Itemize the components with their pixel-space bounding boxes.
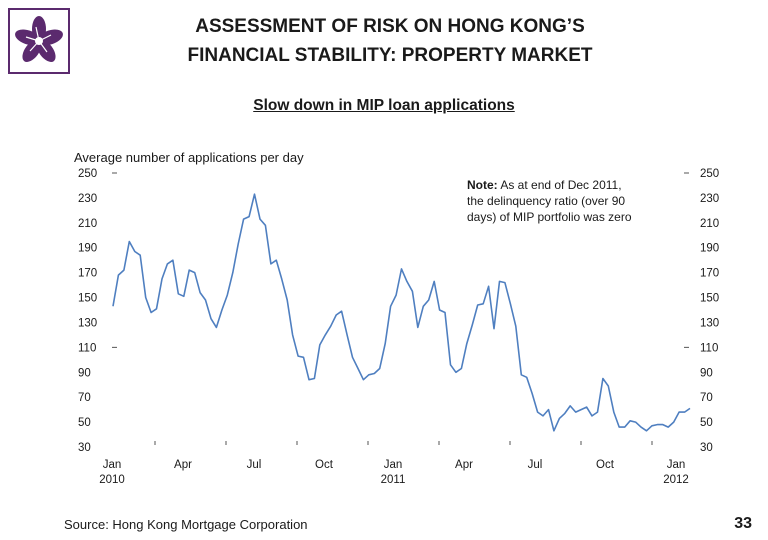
x-tick-label: Apr (174, 459, 192, 471)
y-tick-label-left: 210 (78, 218, 97, 230)
y-tick-label-left: 50 (78, 417, 91, 429)
y-tick-label-left: 70 (78, 392, 91, 404)
y-tick-label-right: 230 (700, 193, 719, 205)
x-tick-label: Jan (103, 459, 122, 471)
y-tick-label-left: 130 (78, 317, 97, 329)
note-label: Note: (467, 178, 498, 192)
page-title-line2: FINANCIAL STABILITY: PROPERTY MARKET (187, 45, 593, 66)
note-text: As at end of Dec 2011, (498, 178, 622, 192)
y-tick-label-right: 90 (700, 367, 713, 379)
y-tick-label-right: 110 (700, 342, 718, 354)
x-tick-label: Oct (596, 459, 615, 471)
note-line: days) of MIP portfolio was zero (467, 210, 632, 224)
x-tick-label: Oct (315, 459, 334, 471)
x-tick-label: Jul (247, 459, 262, 471)
y-tick-label-left: 170 (78, 268, 97, 280)
y-tick-label-right: 150 (700, 293, 719, 305)
note-text: the delinquency ratio (over 90 (467, 194, 625, 208)
y-tick-label-left: 150 (78, 293, 97, 305)
y-tick-label-right: 170 (700, 268, 719, 280)
page-number: 33 (734, 515, 752, 532)
source-note: Source: Hong Kong Mortgage Corporation (64, 517, 308, 532)
y-tick-label-left: 250 (78, 168, 97, 180)
y-tick-label-left: 30 (78, 442, 91, 454)
y-tick-label-right: 190 (700, 243, 719, 255)
chart-note: Note: As at end of Dec 2011, the delinque… (467, 178, 632, 224)
y-tick-label-left: 230 (78, 193, 97, 205)
bauhinia-flower-icon (15, 16, 63, 63)
chart-subtitle: Slow down in MIP loan applications (253, 97, 515, 114)
note-line: Note: As at end of Dec 2011, (467, 178, 622, 192)
y-axis-title: Average number of applications per day (74, 150, 304, 165)
y-tick-label-right: 250 (700, 168, 719, 180)
page-title-line1: ASSESSMENT OF RISK ON HONG KONG’S (195, 16, 585, 37)
x-tick-label: Jan (384, 459, 403, 471)
y-tick-label-left: 190 (78, 243, 97, 255)
y-tick-label-left: 90 (78, 367, 91, 379)
series-line-mip-applications (112, 193, 691, 432)
note-line: the delinquency ratio (over 90 (467, 194, 625, 208)
x-tick-label: Jan (667, 459, 686, 471)
x-tick-year-label: 2011 (381, 474, 406, 486)
x-tick-year-label: 2012 (663, 474, 689, 486)
x-tick-label: Jul (528, 459, 543, 471)
x-ticks: Jan 2010 Apr Jul Oct Jan 2011 Apr Jul Oct Jan 2012 (99, 441, 689, 486)
y-tick-label-left: 110 (78, 342, 96, 354)
y-tick-label-right: 70 (700, 392, 713, 404)
logo-frame (8, 8, 70, 74)
y-ticks-right: 250 230 210 190 170 150 130 110 90 70 50 30 (684, 168, 719, 454)
x-tick-year-label: 2010 (99, 474, 125, 486)
y-tick-label-right: 210 (700, 218, 719, 230)
y-tick-label-right: 130 (700, 317, 719, 329)
hong-kong-bauhinia-logo (8, 8, 70, 74)
note-text: days) of MIP portfolio was zero (467, 210, 632, 224)
y-tick-label-right: 30 (700, 442, 713, 454)
x-tick-label: Apr (455, 459, 473, 471)
y-tick-label-right: 50 (700, 417, 713, 429)
y-ticks-left: 250 230 210 190 170 150 130 110 90 70 50 30 (78, 168, 117, 454)
